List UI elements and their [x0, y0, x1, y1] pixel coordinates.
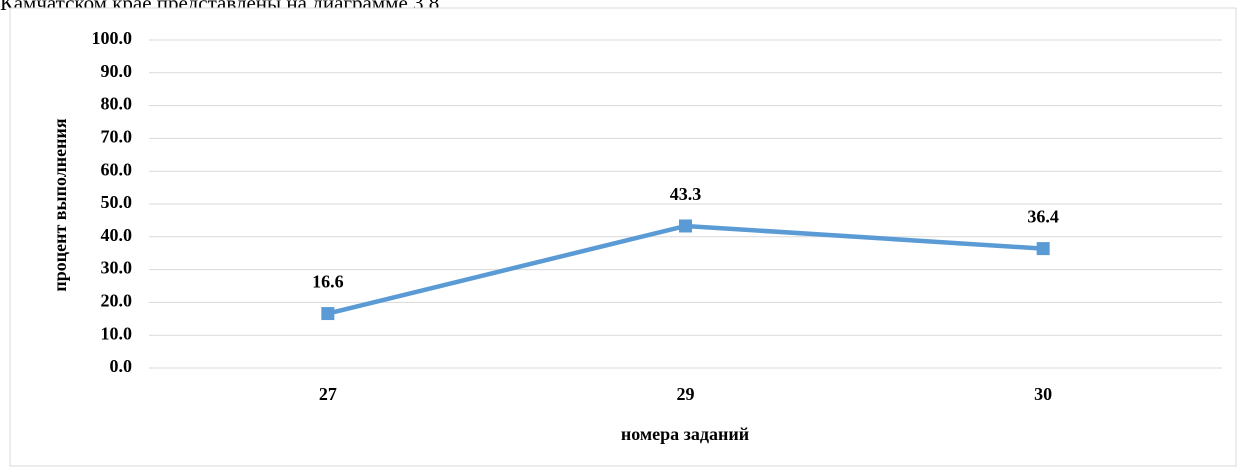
data-label: 43.3	[670, 184, 702, 204]
data-label: 16.6	[312, 272, 344, 292]
y-tick-label: 80.0	[101, 94, 133, 114]
y-axis-label: процент выполнения	[50, 118, 70, 292]
x-tick-label: 27	[319, 384, 337, 404]
y-tick-label: 30.0	[101, 258, 133, 278]
y-tick-label: 20.0	[101, 291, 133, 311]
data-label: 36.4	[1027, 207, 1059, 227]
y-tick-label: 40.0	[101, 225, 133, 245]
marker	[1036, 242, 1050, 256]
y-tick-label: 70.0	[101, 127, 133, 147]
y-tick-label: 50.0	[101, 192, 133, 212]
y-tick-label: 0.0	[110, 356, 133, 376]
x-axis-label: номера заданий	[621, 424, 749, 444]
marker	[321, 307, 335, 321]
x-tick-label: 29	[677, 384, 695, 404]
x-tick-label: 30	[1034, 384, 1052, 404]
y-tick-label: 90.0	[101, 61, 133, 81]
marker	[679, 219, 692, 233]
y-tick-label: 100.0	[92, 28, 133, 48]
y-tick-label: 10.0	[101, 323, 133, 343]
y-tick-label: 60.0	[101, 159, 133, 179]
